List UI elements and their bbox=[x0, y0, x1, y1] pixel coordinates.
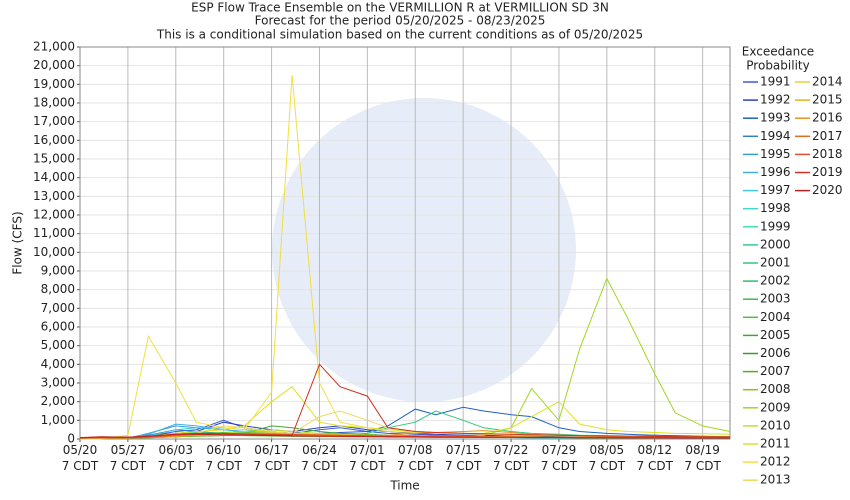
y-axis-label: Flow (CFS) bbox=[11, 211, 25, 274]
y-tick-label: 20,000 bbox=[33, 58, 75, 72]
legend-label: 1992 bbox=[760, 93, 791, 107]
legend-label: 2001 bbox=[760, 256, 791, 270]
legend-label: 2014 bbox=[812, 75, 843, 89]
x-tick-label: 06/24 7 CDT bbox=[301, 443, 338, 473]
legend-label: 2006 bbox=[760, 346, 791, 360]
legend-label: 1996 bbox=[760, 165, 791, 179]
legend-label: 1991 bbox=[760, 75, 791, 89]
watermark bbox=[272, 98, 576, 402]
chart-subtitle: This is a conditional simulation based o… bbox=[156, 28, 643, 42]
legend-label: 2016 bbox=[812, 111, 843, 125]
x-tick-label: 07/22 7 CDT bbox=[492, 443, 530, 473]
legend-label: 2010 bbox=[760, 418, 791, 432]
legend-label: 2019 bbox=[812, 165, 843, 179]
legend-label: 2015 bbox=[812, 93, 843, 107]
x-tick-label: 07/15 7 CDT bbox=[444, 443, 482, 473]
legend-label: 1997 bbox=[760, 183, 791, 197]
y-tick-label: 2,000 bbox=[41, 394, 75, 408]
legend-label: 2007 bbox=[760, 364, 791, 378]
x-tick-label: 07/29 7 CDT bbox=[540, 443, 578, 473]
legend-label: 1993 bbox=[760, 111, 791, 125]
y-tick-label: 19,000 bbox=[33, 77, 75, 91]
chart-title: ESP Flow Trace Ensemble on the VERMILLIO… bbox=[191, 1, 609, 15]
x-tick-label: 06/10 7 CDT bbox=[205, 443, 242, 473]
y-tick-label: 17,000 bbox=[33, 114, 75, 128]
series-line bbox=[79, 433, 730, 439]
y-tick-label: 14,000 bbox=[33, 170, 75, 184]
legend-label: 1999 bbox=[760, 219, 791, 233]
x-tick-label: 05/27 7 CDT bbox=[109, 443, 147, 473]
plot-frame bbox=[79, 46, 731, 440]
x-tick-label: 07/08 7 CDT bbox=[397, 443, 434, 473]
legend-label: 2013 bbox=[760, 473, 791, 487]
legend-label: 2003 bbox=[760, 292, 791, 306]
x-tick-label: 06/03 7 CDT bbox=[157, 443, 194, 473]
legend-label: 2005 bbox=[760, 328, 791, 342]
legend-label: 1995 bbox=[760, 147, 791, 161]
y-tick-label: 0 bbox=[67, 432, 75, 446]
x-tick-label: 05/20 7 CDT bbox=[61, 443, 99, 473]
legend-label: 2000 bbox=[760, 237, 791, 251]
y-tick-label: 3,000 bbox=[41, 376, 75, 390]
x-axis-label: Time bbox=[389, 479, 419, 493]
legend-label: 2011 bbox=[760, 437, 791, 451]
x-tick-label: 06/17 7 CDT bbox=[253, 443, 290, 473]
y-tick-label: 10,000 bbox=[33, 245, 75, 259]
y-tick-label: 12,000 bbox=[33, 208, 75, 222]
y-tick-label: 7,000 bbox=[41, 301, 75, 315]
y-tick-label: 15,000 bbox=[33, 152, 75, 166]
series-line bbox=[79, 386, 731, 439]
y-tick-label: 4,000 bbox=[41, 357, 75, 371]
legend-label: 2009 bbox=[760, 400, 791, 414]
y-tick-label: 6,000 bbox=[41, 320, 75, 334]
y-tick-label: 5,000 bbox=[41, 338, 75, 352]
x-tick-label: 08/05 7 CDT bbox=[588, 443, 626, 473]
y-tick-label: 11,000 bbox=[33, 226, 75, 240]
legend-label: 2012 bbox=[760, 455, 791, 469]
y-tick-label: 21,000 bbox=[33, 40, 75, 54]
legend-title: Probability bbox=[746, 59, 809, 73]
legend-label: 2004 bbox=[760, 310, 791, 324]
legend-label: 2018 bbox=[812, 147, 843, 161]
legend-label: 2020 bbox=[812, 183, 843, 197]
legend-label: 2002 bbox=[760, 274, 791, 288]
y-tick-label: 13,000 bbox=[33, 189, 75, 203]
y-tick-label: 16,000 bbox=[33, 133, 75, 147]
legend-label: 2017 bbox=[812, 129, 843, 143]
x-tick-label: 08/12 7 CDT bbox=[636, 443, 673, 473]
y-tick-label: 8,000 bbox=[41, 282, 75, 296]
legend-label: 1998 bbox=[760, 201, 791, 215]
y-tick-label: 1,000 bbox=[41, 413, 75, 427]
legend-label: 1994 bbox=[760, 129, 791, 143]
y-tick-label: 9,000 bbox=[41, 264, 75, 278]
y-tick-label: 18,000 bbox=[33, 96, 75, 110]
x-tick-label: 08/19 7 CDT bbox=[684, 443, 721, 473]
x-tick-label: 07/01 7 CDT bbox=[349, 443, 386, 473]
legend-title: Exceedance bbox=[742, 45, 814, 59]
legend-label: 2008 bbox=[760, 382, 791, 396]
chart-subtitle: Forecast for the period 05/20/2025 - 08/… bbox=[255, 14, 546, 28]
